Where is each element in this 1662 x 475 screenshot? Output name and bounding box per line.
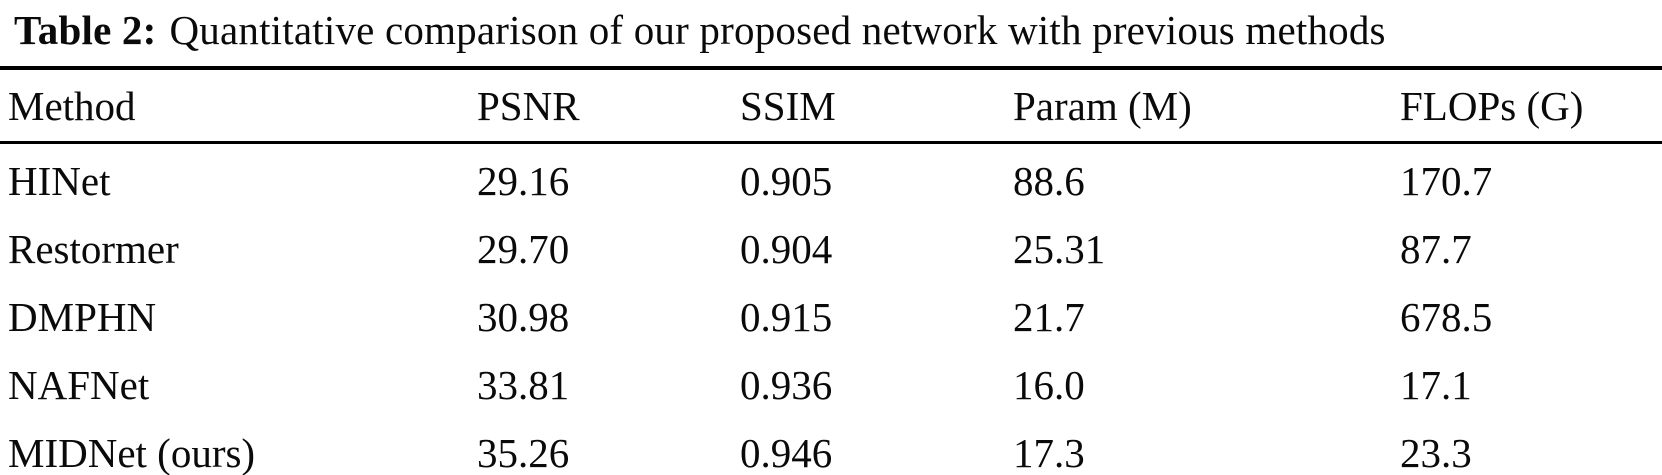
cell-param: 21.7 (1013, 293, 1085, 340)
cell-psnr: 29.16 (477, 157, 570, 204)
cell-ssim: 0.915 (740, 293, 833, 340)
cell-method: DMPHN (8, 293, 157, 340)
cell-psnr: 29.70 (477, 225, 570, 272)
cell-flops: 23.3 (1400, 429, 1472, 475)
col-header-method: Method (0, 68, 477, 144)
header-row: Method PSNR SSIM Param (M) FLOPs (G) (0, 68, 1662, 144)
cell-flops: 678.5 (1400, 293, 1493, 340)
cell-param: 17.3 (1013, 429, 1085, 475)
cell-param: 25.31 (1013, 225, 1106, 272)
table-row: DMPHN 30.98 0.915 21.7 678.5 (0, 280, 1662, 348)
table-caption-label: Table 2: (14, 7, 157, 53)
cell-method: Restormer (8, 225, 179, 272)
results-table: Method PSNR SSIM Param (M) FLOPs (G) HIN… (0, 66, 1662, 475)
cell-ssim: 0.936 (740, 361, 833, 408)
table-body: HINet 29.16 0.905 88.6 170.7 Restormer 29.70 0.… (0, 143, 1662, 475)
cell-param: 88.6 (1013, 157, 1085, 204)
col-header-param: Param (M) (1013, 68, 1400, 144)
cell-method: NAFNet (8, 361, 150, 408)
col-header-psnr: PSNR (477, 68, 740, 144)
table-caption-text: Quantitative comparison of our proposed … (169, 7, 1386, 53)
cell-flops: 170.7 (1400, 157, 1493, 204)
col-header-flops: FLOPs (G) (1400, 68, 1662, 144)
cell-psnr: 35.26 (477, 429, 570, 475)
cell-param: 16.0 (1013, 361, 1085, 408)
cell-ssim: 0.904 (740, 225, 833, 272)
table-row: Restormer 29.70 0.904 25.31 87.7 (0, 212, 1662, 280)
table-row: NAFNet 33.81 0.936 16.0 17.1 (0, 348, 1662, 416)
cell-method: HINet (8, 157, 111, 204)
cell-psnr: 30.98 (477, 293, 570, 340)
table-row: MIDNet (ours) 35.26 0.946 17.3 23.3 (0, 416, 1662, 475)
table-caption: Table 2: Quantitative comparison of our p… (14, 2, 1386, 58)
table-header: Method PSNR SSIM Param (M) FLOPs (G) (0, 68, 1662, 144)
cell-ssim: 0.946 (740, 429, 833, 475)
cell-psnr: 33.81 (477, 361, 570, 408)
cell-flops: 87.7 (1400, 225, 1472, 272)
col-header-ssim: SSIM (740, 68, 1013, 144)
cell-ssim: 0.905 (740, 157, 833, 204)
table-row: HINet 29.16 0.905 88.6 170.7 (0, 143, 1662, 213)
cell-flops: 17.1 (1400, 361, 1472, 408)
cell-method: MIDNet (ours) (8, 429, 256, 475)
